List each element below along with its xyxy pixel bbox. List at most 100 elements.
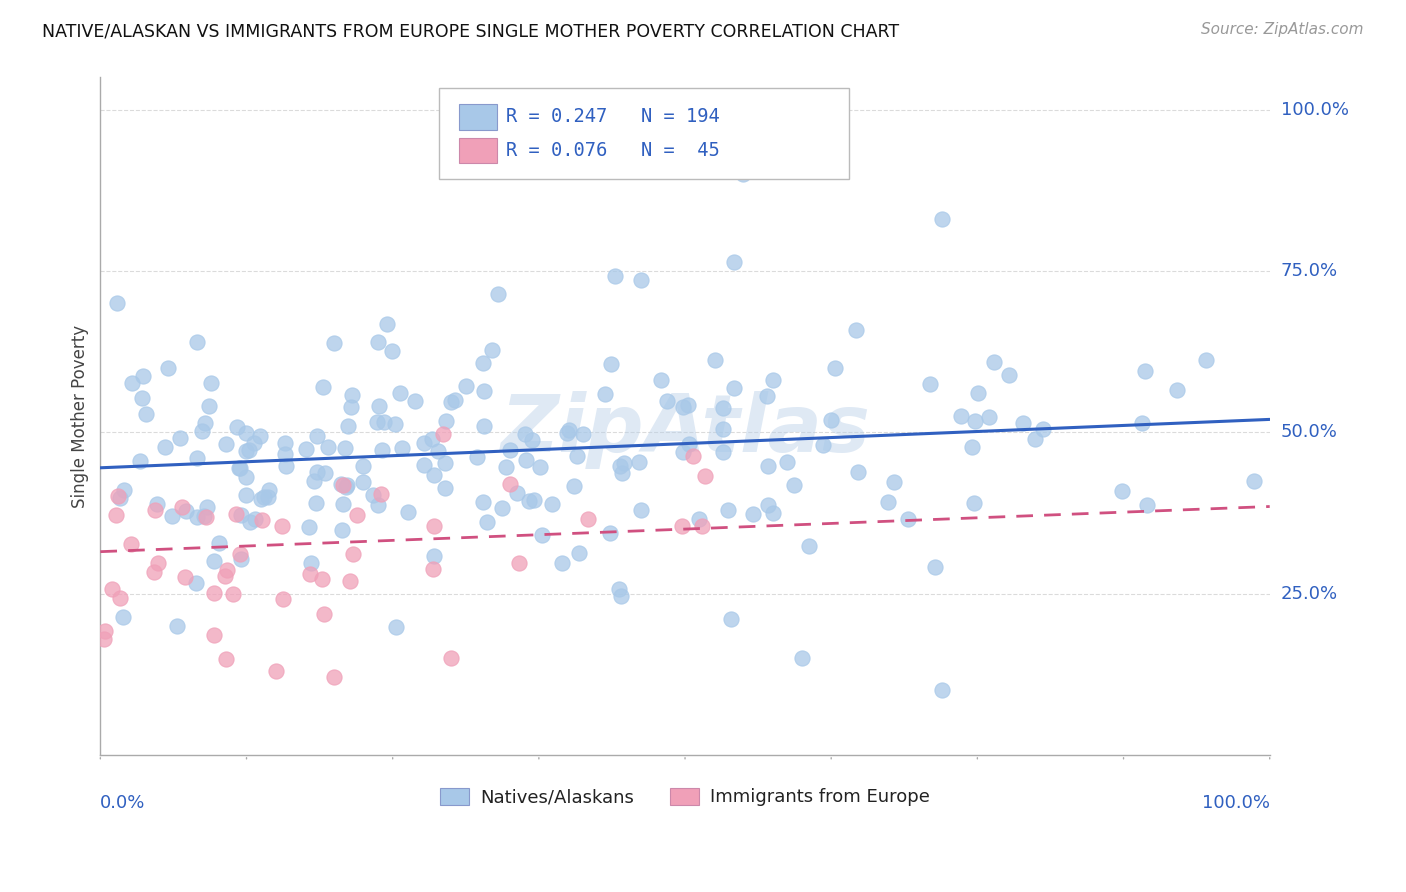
Point (506, 486, 529, 500)
Point (367, 400, 389, 414)
Point (404, 394, 426, 409)
Point (384, 620, 406, 634)
Point (433, 481, 456, 495)
FancyBboxPatch shape (460, 103, 496, 129)
Point (423, 549, 446, 563)
Point (361, 488, 384, 502)
FancyBboxPatch shape (440, 87, 849, 179)
Point (314, 467, 336, 481)
Point (388, 386, 411, 401)
Point (1130, 416, 1153, 430)
Point (609, 589, 631, 603)
Point (522, 493, 544, 508)
Point (472, 495, 495, 509)
Point (101, 582, 124, 596)
Point (231, 552, 253, 566)
Point (422, 562, 444, 576)
Point (756, 498, 779, 512)
Point (366, 415, 388, 429)
Point (472, 355, 495, 369)
Point (456, 379, 478, 393)
Point (599, 526, 621, 541)
Point (336, 478, 359, 492)
Legend: Natives/Alaskans, Immigrants from Europe: Natives/Alaskans, Immigrants from Europe (433, 780, 936, 814)
Point (671, 519, 693, 533)
Point (967, 386, 990, 401)
Point (169, 432, 191, 446)
Point (340, 400, 363, 414)
Point (609, 458, 631, 473)
Text: R = 0.247   N = 194: R = 0.247 N = 194 (506, 107, 720, 127)
Point (711, 444, 734, 458)
Point (717, 502, 740, 516)
Point (997, 368, 1019, 383)
Point (271, 592, 294, 607)
Point (558, 423, 581, 437)
Point (235, 488, 257, 502)
Point (576, 511, 599, 525)
Point (229, 547, 252, 561)
Point (174, 504, 197, 518)
Point (495, 460, 517, 475)
Point (517, 494, 540, 508)
Point (960, 440, 983, 454)
Point (253, 490, 276, 504)
Point (143, 503, 166, 517)
Point (567, 449, 589, 463)
Point (920, 377, 942, 392)
Point (373, 415, 395, 429)
Point (1136, 498, 1159, 512)
Point (235, 443, 257, 458)
Point (762, 507, 785, 521)
Point (607, 582, 630, 596)
Point (93, 624, 115, 638)
Point (295, 442, 318, 456)
Point (600, 357, 623, 371)
Point (790, 651, 813, 665)
Point (208, 536, 231, 550)
Point (329, 476, 352, 491)
Point (783, 477, 806, 491)
Point (120, 537, 142, 551)
Point (529, 460, 551, 475)
Point (572, 427, 595, 442)
Point (610, 466, 633, 480)
Point (845, 323, 868, 337)
Point (555, 426, 578, 441)
Point (472, 419, 495, 434)
Point (336, 419, 359, 434)
Point (264, 664, 287, 678)
Point (440, 394, 463, 409)
Point (475, 515, 498, 529)
Text: NATIVE/ALASKAN VS IMMIGRANTS FROM EUROPE SINGLE MOTHER POVERTY CORRELATION CHART: NATIVE/ALASKAN VS IMMIGRANTS FROM EUROPE… (42, 22, 900, 40)
Point (243, 436, 266, 450)
Point (107, 489, 129, 503)
Point (146, 497, 169, 511)
Point (195, 509, 218, 524)
Point (298, 520, 321, 534)
Point (963, 496, 986, 510)
Point (733, 167, 755, 181)
Point (432, 427, 454, 442)
Point (131, 391, 153, 405)
Point (1133, 364, 1156, 378)
Point (191, 425, 214, 439)
Point (342, 547, 364, 561)
Point (797, 539, 820, 553)
Point (312, 380, 335, 394)
Text: 75.0%: 75.0% (1281, 262, 1339, 280)
Point (897, 512, 920, 526)
Point (486, 287, 509, 301)
Point (672, 400, 695, 414)
Point (339, 574, 361, 589)
Point (332, 477, 354, 491)
Point (979, 410, 1001, 425)
Point (172, 500, 194, 514)
Point (314, 607, 336, 621)
Point (1243, 474, 1265, 488)
Point (202, 585, 225, 599)
Point (322, 336, 344, 351)
Point (530, 528, 553, 542)
Point (250, 513, 273, 527)
Point (135, 407, 157, 421)
